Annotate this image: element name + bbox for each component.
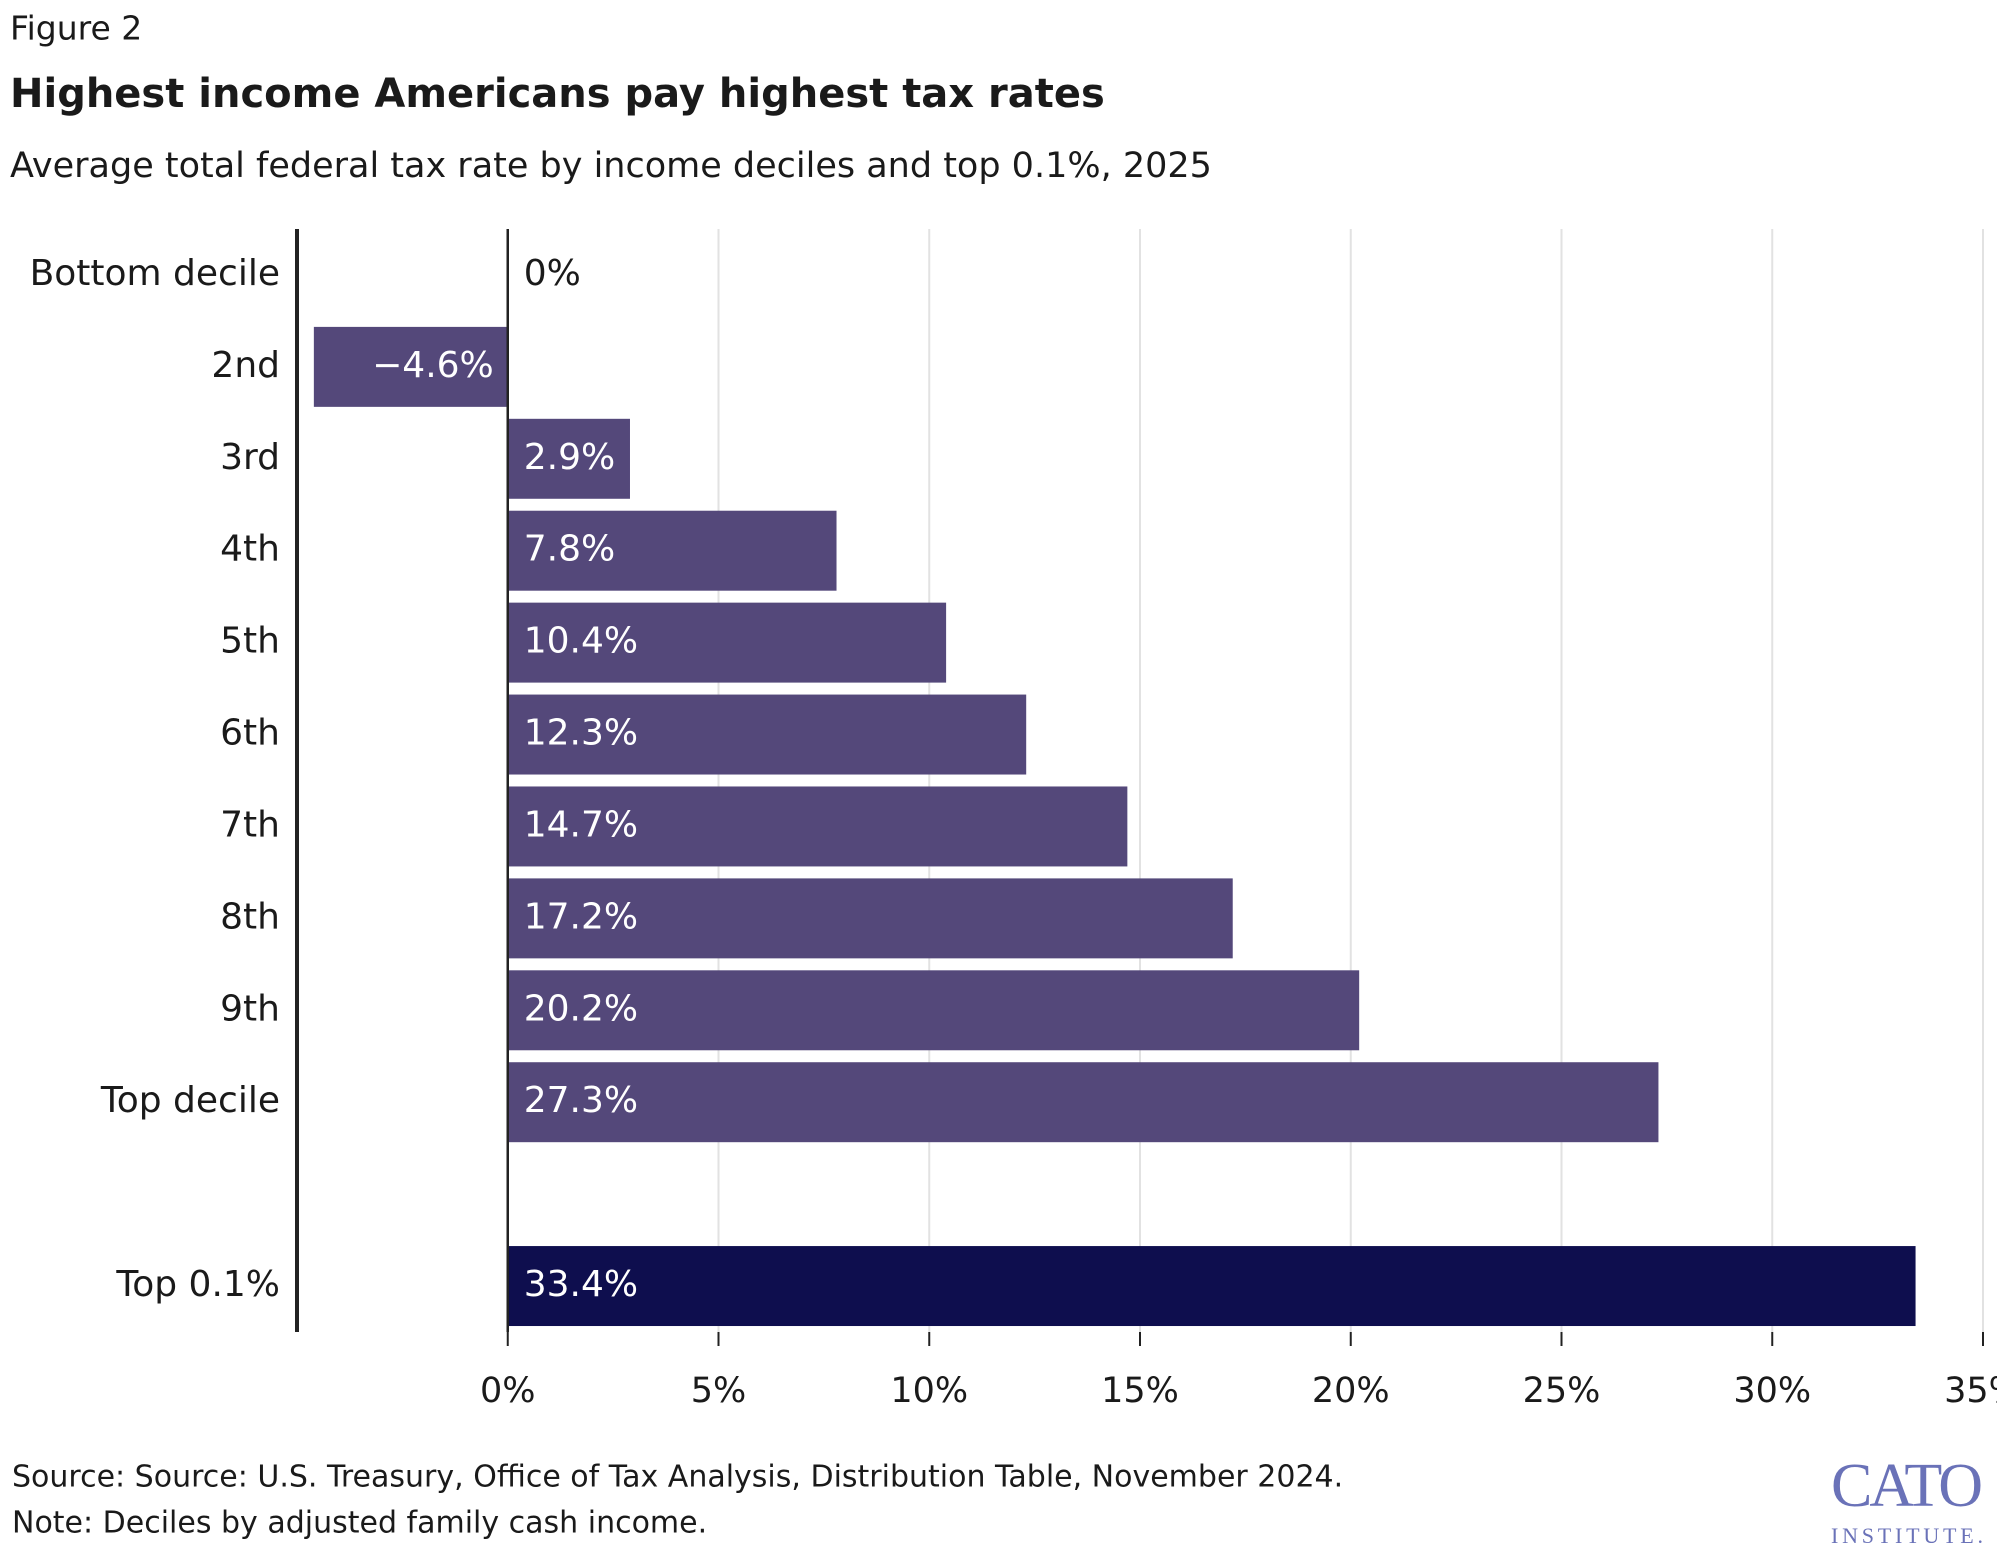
bar — [507, 694, 1027, 775]
value-label: 7.8% — [524, 529, 615, 570]
x-tick-label: 10% — [890, 1371, 968, 1411]
note: Note: Deciles by adjusted family cash in… — [12, 1506, 707, 1541]
value-label: 20.2% — [524, 988, 638, 1029]
bar — [507, 602, 947, 683]
x-tick-label: 20% — [1312, 1371, 1390, 1411]
x-tick-label: 30% — [1733, 1371, 1811, 1411]
y-tick-label: 8th — [220, 896, 280, 937]
x-tick-label: 35% — [1944, 1371, 1997, 1411]
bar — [507, 510, 837, 591]
bar — [313, 326, 508, 407]
y-tick-label: Top decile — [100, 1080, 280, 1121]
bar — [507, 878, 1233, 959]
bar — [507, 1062, 1659, 1143]
y-tick-label: 3rd — [220, 437, 280, 478]
bar — [507, 418, 630, 499]
logo-sub: INSTITUTE. — [1831, 1523, 1983, 1548]
value-label: 0% — [524, 253, 581, 294]
value-label: −4.6% — [372, 345, 494, 386]
y-tick-label: Bottom decile — [30, 253, 280, 294]
y-tick-label: 7th — [220, 804, 280, 845]
x-tick-label: 5% — [691, 1371, 747, 1411]
figure-label: Figure 2 — [10, 9, 142, 48]
y-tick-label: 9th — [220, 988, 280, 1029]
bar — [507, 1246, 1916, 1327]
value-label: 27.3% — [524, 1080, 638, 1121]
y-tick-label: 5th — [220, 621, 280, 662]
value-label: 10.4% — [524, 621, 638, 662]
chart-subtitle: Average total federal tax rate by income… — [10, 146, 1212, 186]
bar — [507, 786, 1128, 867]
value-label: 33.4% — [524, 1264, 638, 1305]
x-tick-label: 25% — [1523, 1371, 1601, 1411]
logo: CATO — [1831, 1452, 1983, 1520]
y-tick-label: 4th — [220, 529, 280, 570]
value-label: 14.7% — [524, 804, 638, 845]
value-label: 17.2% — [524, 896, 638, 937]
y-tick-label: 2nd — [211, 345, 280, 386]
y-tick-label: 6th — [220, 713, 280, 754]
x-tick-label: 0% — [480, 1371, 536, 1411]
source: Source: Source: U.S. Treasury, Office of… — [12, 1460, 1343, 1495]
chart-title: Highest income Americans pay highest tax… — [10, 71, 1105, 117]
x-tick-label: 15% — [1101, 1371, 1179, 1411]
value-label: 12.3% — [524, 713, 638, 754]
value-label: 2.9% — [524, 437, 615, 478]
y-tick-label: Top 0.1% — [115, 1264, 280, 1305]
bar — [507, 970, 1360, 1051]
